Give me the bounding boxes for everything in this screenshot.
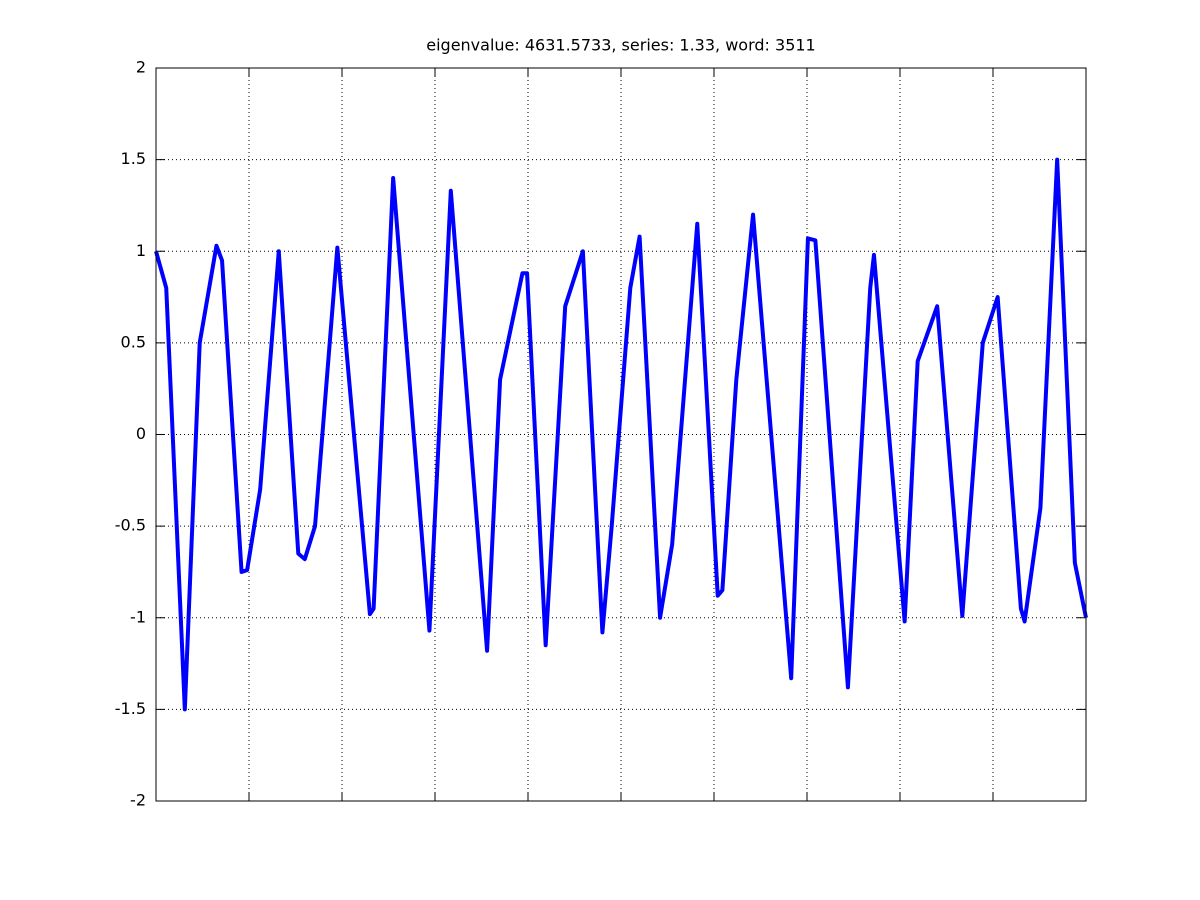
y-tick-label: -1 (130, 607, 146, 626)
y-tick-label: -1.5 (115, 699, 146, 718)
y-tick-label: 0 (136, 424, 146, 443)
data-line (154, 157, 1088, 712)
y-tick-label: 1.5 (121, 149, 146, 168)
y-tick-label: 0.5 (121, 332, 146, 351)
y-tick-label: 2 (136, 58, 146, 77)
y-tick-label: 1 (136, 241, 146, 260)
chart-title: eigenvalue: 4631.5733, series: 1.33, wor… (426, 36, 815, 55)
y-tick-label: -0.5 (115, 516, 146, 535)
y-tick-label: -2 (130, 791, 146, 810)
axes-box (155, 67, 1087, 802)
